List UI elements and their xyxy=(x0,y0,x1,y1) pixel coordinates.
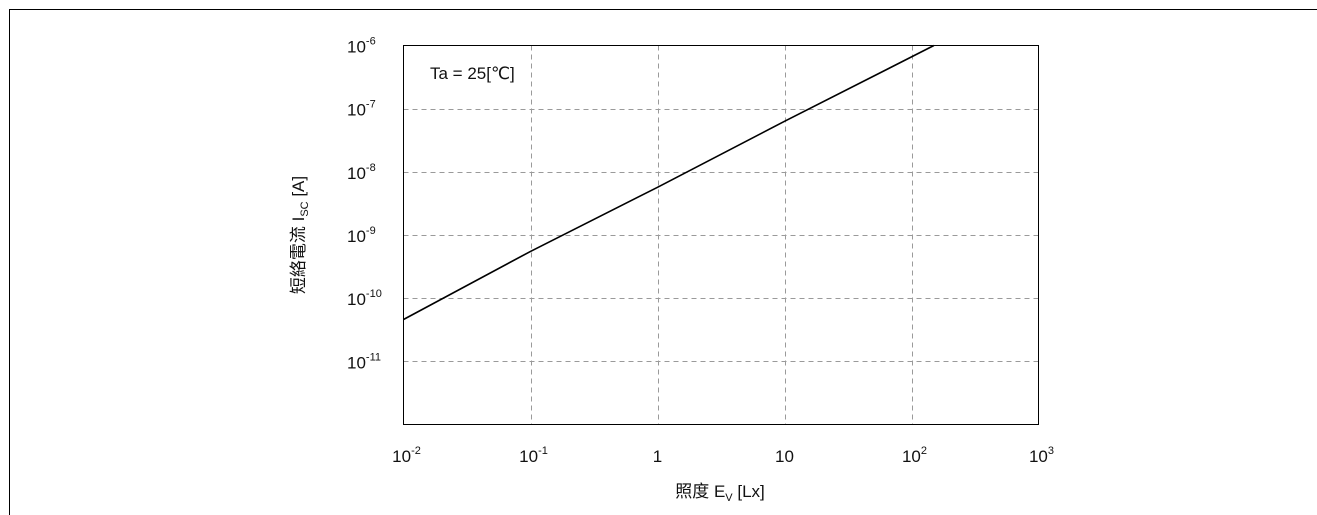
y-tick-label: 10-10 xyxy=(347,288,382,309)
series-line xyxy=(403,44,935,321)
annotation-text: Ta = 25[℃] xyxy=(430,64,515,83)
series-lines xyxy=(403,44,935,321)
x-tick-label: 10-1 xyxy=(519,445,548,466)
x-axis-label: 照度 EV [Lx] xyxy=(675,482,765,504)
x-tick-label: 10-2 xyxy=(392,445,421,466)
x-tick-labels: 10-2 10-1 1 10 102 103 xyxy=(392,445,1054,466)
grid-lines xyxy=(403,45,1039,425)
plot-area xyxy=(403,45,1039,425)
x-tick-label: 1 xyxy=(653,447,662,466)
x-tick-label: 103 xyxy=(1029,445,1054,466)
y-axis-label: 短絡電流 ISC [A] xyxy=(289,176,311,294)
y-tick-label: 10-7 xyxy=(347,99,376,120)
y-tick-label: 10-9 xyxy=(347,225,376,246)
x-tick-label: 10 xyxy=(775,447,794,466)
x-tick-label: 102 xyxy=(902,445,927,466)
y-tick-label: 10-6 xyxy=(347,36,376,57)
y-tick-label: 10-8 xyxy=(347,162,376,183)
y-tick-labels: 10-6 10-7 10-8 10-9 10-10 10-11 xyxy=(347,36,382,373)
y-tick-label: 10-11 xyxy=(347,351,381,372)
